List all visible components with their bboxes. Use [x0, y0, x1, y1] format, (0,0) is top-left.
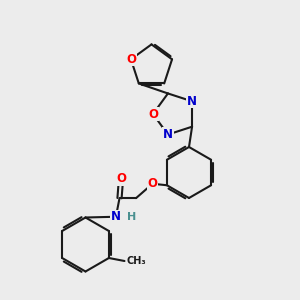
Text: H: H [127, 212, 136, 222]
Text: O: O [148, 177, 158, 190]
Text: N: N [111, 210, 121, 223]
Text: O: O [126, 53, 136, 66]
Text: N: N [187, 95, 197, 108]
Text: O: O [116, 172, 126, 185]
Text: CH₃: CH₃ [127, 256, 146, 266]
Text: N: N [163, 128, 173, 141]
Text: O: O [148, 107, 158, 121]
